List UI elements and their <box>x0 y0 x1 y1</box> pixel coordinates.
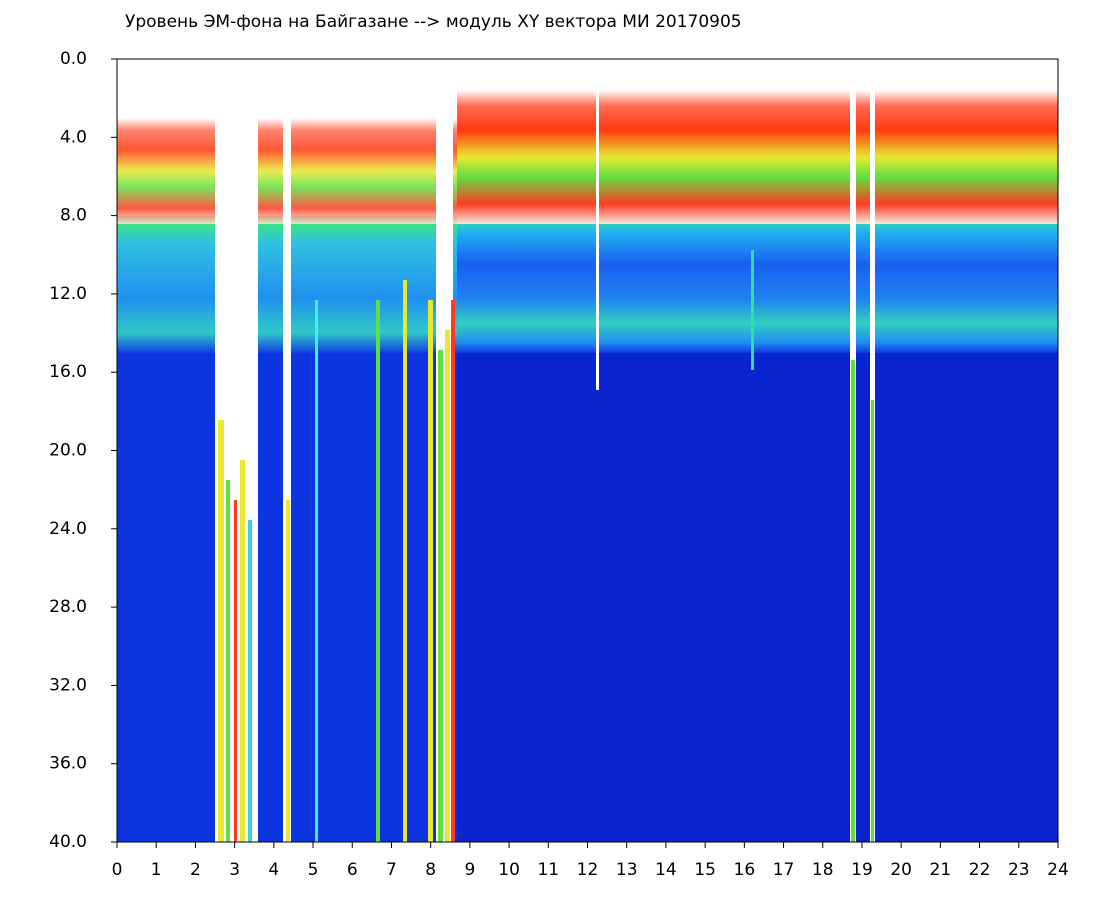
x-tick-label: 22 <box>969 860 991 880</box>
x-tick-label: 1 <box>151 860 162 880</box>
x-tick-label: 14 <box>655 860 677 880</box>
x-tick-label: 11 <box>537 860 559 880</box>
x-tick-label: 16 <box>734 860 756 880</box>
y-tick-label: 40.0 <box>49 832 87 852</box>
y-tick-label: 28.0 <box>49 597 87 617</box>
y-tick-label: 12.0 <box>49 284 87 304</box>
x-tick-label: 13 <box>616 860 638 880</box>
x-tick-label: 15 <box>694 860 716 880</box>
y-tick-label: 0.0 <box>60 49 87 69</box>
x-tick-label: 0 <box>112 860 123 880</box>
x-tick-label: 12 <box>577 860 599 880</box>
x-tick-label: 17 <box>773 860 795 880</box>
x-tick-label: 6 <box>347 860 358 880</box>
y-tick-label: 8.0 <box>60 206 87 226</box>
y-tick-label: 4.0 <box>60 127 87 147</box>
y-tick-label: 32.0 <box>49 675 87 695</box>
spectrogram <box>117 59 1058 842</box>
y-tick-label: 20.0 <box>49 441 87 461</box>
chart-title: Уровень ЭМ-фона на Байгазане --> модуль … <box>125 12 742 32</box>
x-tick-label: 4 <box>268 860 279 880</box>
x-tick-label: 23 <box>1008 860 1030 880</box>
x-tick-label: 18 <box>812 860 834 880</box>
y-tick-label: 36.0 <box>49 754 87 774</box>
x-tick-label: 24 <box>1047 860 1069 880</box>
x-tick-label: 2 <box>190 860 201 880</box>
x-tick-label: 3 <box>229 860 240 880</box>
x-tick-label: 19 <box>851 860 873 880</box>
x-tick-label: 9 <box>464 860 475 880</box>
x-tick-label: 8 <box>425 860 436 880</box>
x-tick-label: 10 <box>498 860 520 880</box>
y-tick-label: 24.0 <box>49 519 87 539</box>
x-tick-label: 20 <box>890 860 912 880</box>
x-tick-label: 21 <box>930 860 952 880</box>
x-tick-label: 5 <box>308 860 319 880</box>
x-tick-label: 7 <box>386 860 397 880</box>
y-tick-label: 16.0 <box>49 362 87 382</box>
